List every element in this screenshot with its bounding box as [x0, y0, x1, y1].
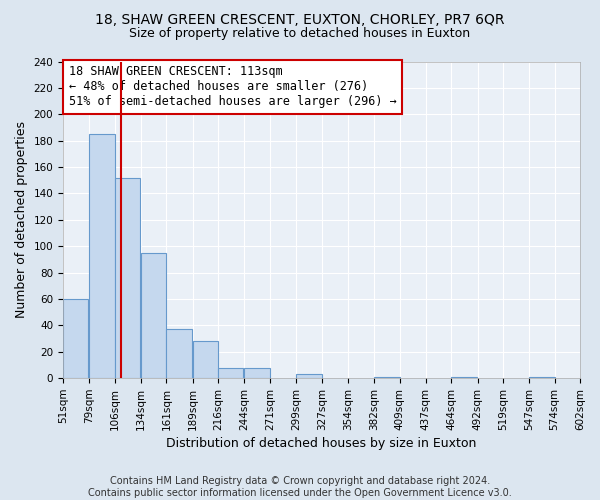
Bar: [63, 299, 88, 378]
Text: Size of property relative to detached houses in Euxton: Size of property relative to detached ho…: [130, 28, 470, 40]
Bar: [166, 330, 192, 378]
Text: 18 SHAW GREEN CRESCENT: 113sqm
← 48% of detached houses are smaller (276)
51% of: 18 SHAW GREEN CRESCENT: 113sqm ← 48% of …: [68, 66, 397, 108]
Bar: [374, 377, 400, 378]
Bar: [218, 368, 244, 378]
Bar: [141, 253, 166, 378]
Bar: [451, 377, 476, 378]
X-axis label: Distribution of detached houses by size in Euxton: Distribution of detached houses by size …: [166, 437, 477, 450]
Bar: [529, 377, 554, 378]
Y-axis label: Number of detached properties: Number of detached properties: [15, 122, 28, 318]
Bar: [89, 134, 115, 378]
Bar: [115, 178, 140, 378]
Bar: [244, 368, 270, 378]
Text: 18, SHAW GREEN CRESCENT, EUXTON, CHORLEY, PR7 6QR: 18, SHAW GREEN CRESCENT, EUXTON, CHORLEY…: [95, 12, 505, 26]
Text: Contains HM Land Registry data © Crown copyright and database right 2024.
Contai: Contains HM Land Registry data © Crown c…: [88, 476, 512, 498]
Bar: [193, 342, 218, 378]
Bar: [296, 374, 322, 378]
